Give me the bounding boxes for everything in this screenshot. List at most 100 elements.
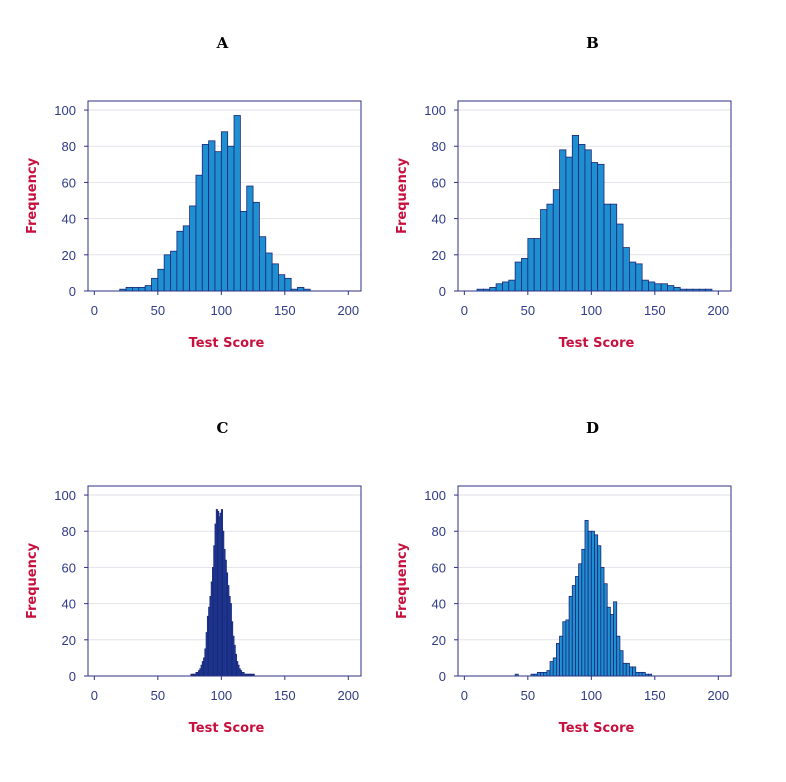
y-tick-label: 60 (62, 560, 76, 575)
x-tick-label: 0 (91, 688, 98, 703)
x-tick-label: 150 (274, 303, 296, 318)
histogram-bar (284, 277, 292, 292)
x-axis-label: Test Score (189, 336, 265, 351)
histogram-bar (549, 661, 554, 677)
histogram-bar (648, 281, 656, 292)
y-tick-label: 60 (432, 560, 446, 575)
y-tick-label: 20 (432, 633, 446, 648)
chart-panel-d: D 0 20 40 60 80 100 0 50 100 150 200 Test Score Frequ… (370, 385, 763, 776)
histogram-bar (609, 614, 614, 677)
histogram-bar (581, 548, 586, 677)
histogram-bar (638, 671, 643, 677)
histogram-bar (220, 131, 229, 292)
x-tick-label: 200 (337, 303, 359, 318)
histogram-bar (578, 144, 586, 292)
x-tick-label: 150 (644, 688, 666, 703)
x-tick-label: 100 (210, 303, 232, 318)
histogram-bar (600, 567, 605, 677)
y-tick-label: 100 (424, 488, 446, 503)
histogram-bar (584, 519, 589, 677)
x-tick-label: 200 (707, 688, 729, 703)
y-tick-label: 100 (54, 103, 76, 118)
chart-title-c: C (217, 419, 229, 437)
histogram-c-svg: C 0 20 40 60 80 100 0 50 100 150 200 Test Score Frequ… (25, 419, 362, 736)
histogram-bar (201, 144, 210, 292)
histogram-bar (132, 286, 140, 292)
histogram-bar (625, 662, 630, 677)
histogram-bar (635, 263, 643, 292)
x-tick-label: 50 (151, 688, 165, 703)
histogram-bar (597, 545, 602, 677)
histogram-bar (233, 115, 241, 292)
plot-frame (87, 100, 362, 292)
histogram-bar (170, 250, 178, 292)
histogram-d-svg: D 0 20 40 60 80 100 0 50 100 150 200 Test Score Frequ… (395, 419, 732, 736)
x-tick-label: 50 (151, 303, 165, 318)
histogram-bar (546, 203, 554, 292)
histogram-bar (587, 530, 592, 677)
histogram-bar (584, 149, 592, 292)
x-tick-label: 150 (274, 688, 296, 703)
histogram-bar (616, 223, 624, 292)
y-tick-label: 40 (62, 212, 76, 227)
y-axis-label: Frequency (25, 157, 40, 234)
x-tick-label: 0 (461, 303, 468, 318)
plot-frame (87, 485, 362, 677)
x-axis-label: Test Score (559, 721, 635, 736)
histogram-bar (578, 563, 583, 677)
histogram-bar (540, 671, 545, 677)
histogram-bar (565, 619, 570, 677)
x-tick-label: 200 (337, 688, 359, 703)
histogram-bar (252, 201, 260, 292)
histogram-bar (619, 650, 624, 677)
histogram-bar (556, 643, 560, 677)
histogram-bar (502, 281, 510, 292)
histogram-bar (540, 209, 548, 292)
histogram-b-svg: B 0 20 40 60 80 100 0 50 100 150 200 Test Score Frequ… (395, 34, 732, 351)
histogram-bar (641, 279, 649, 292)
histogram-bar (654, 283, 662, 292)
chart-panel-b: B 0 20 40 60 80 100 0 50 100 150 200 Test Score Frequ… (370, 0, 763, 391)
histogram-bar (246, 185, 254, 292)
histogram-bar (603, 583, 608, 677)
histogram-bar (543, 671, 548, 677)
histogram-bar (629, 261, 637, 292)
histogram-bar (552, 657, 557, 677)
histogram-bar (609, 203, 618, 292)
histogram-bar (489, 286, 497, 292)
histogram-bar (673, 286, 681, 292)
x-axis-label: Test Score (559, 336, 635, 351)
histogram-bar (562, 621, 567, 677)
histogram-bar (622, 247, 630, 292)
histogram-bar (176, 230, 184, 292)
histogram-bar (157, 268, 165, 292)
chart-title-d: D (586, 419, 599, 437)
chart-title-a: A (216, 34, 229, 52)
y-tick-label: 0 (69, 669, 76, 684)
histogram-bar (189, 205, 197, 292)
histogram-bar (151, 277, 159, 292)
histogram-bar (527, 238, 535, 292)
histogram-bar (508, 279, 516, 292)
histogram-bar (667, 285, 675, 292)
y-tick-label: 20 (432, 248, 446, 263)
histogram-a-svg: A 0 20 40 60 80 100 0 50 100 150 200 Test Score Frequ… (25, 34, 362, 351)
y-tick-label: 100 (424, 103, 446, 118)
histogram-bar (559, 149, 567, 292)
histogram-bar (536, 671, 541, 677)
x-tick-label: 100 (580, 688, 602, 703)
histogram-bar (533, 238, 541, 292)
histogram-bar (575, 576, 580, 677)
y-tick-label: 40 (432, 212, 446, 227)
x-tick-label: 50 (521, 303, 535, 318)
histogram-bar (590, 530, 595, 677)
y-tick-label: 80 (62, 139, 76, 154)
x-tick-label: 100 (580, 303, 602, 318)
histogram-bar (571, 134, 580, 292)
histogram-bar (514, 261, 522, 292)
histogram-bar (616, 635, 621, 677)
y-tick-label: 60 (62, 175, 76, 190)
chart-panel-c: C 0 20 40 60 80 100 0 50 100 150 200 Test Score Frequ… (0, 385, 393, 776)
x-tick-label: 0 (461, 688, 468, 703)
histogram-bar (278, 274, 286, 292)
